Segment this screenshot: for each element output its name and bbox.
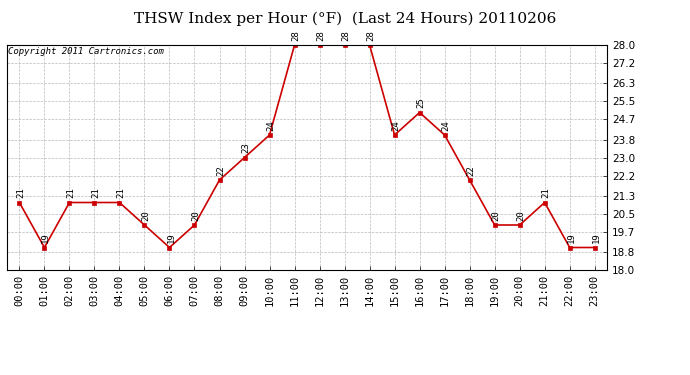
Text: 22: 22 [217,165,226,176]
Text: 28: 28 [291,30,300,41]
Text: 28: 28 [342,30,351,41]
Text: 21: 21 [66,188,75,198]
Text: 24: 24 [442,120,451,131]
Text: 20: 20 [517,210,526,221]
Text: 20: 20 [191,210,200,221]
Text: 23: 23 [241,142,250,153]
Text: 19: 19 [591,232,600,243]
Text: 19: 19 [41,232,50,243]
Text: 21: 21 [117,188,126,198]
Text: THSW Index per Hour (°F)  (Last 24 Hours) 20110206: THSW Index per Hour (°F) (Last 24 Hours)… [134,11,556,26]
Text: 20: 20 [491,210,500,221]
Text: 25: 25 [417,98,426,108]
Text: 21: 21 [17,188,26,198]
Text: 28: 28 [317,30,326,41]
Text: 24: 24 [391,120,400,131]
Text: 21: 21 [542,188,551,198]
Text: Copyright 2011 Cartronics.com: Copyright 2011 Cartronics.com [8,47,164,56]
Text: 21: 21 [91,188,100,198]
Text: 20: 20 [141,210,150,221]
Text: 28: 28 [366,30,375,41]
Text: 19: 19 [566,232,575,243]
Text: 24: 24 [266,120,275,131]
Text: 19: 19 [166,232,175,243]
Text: 22: 22 [466,165,475,176]
